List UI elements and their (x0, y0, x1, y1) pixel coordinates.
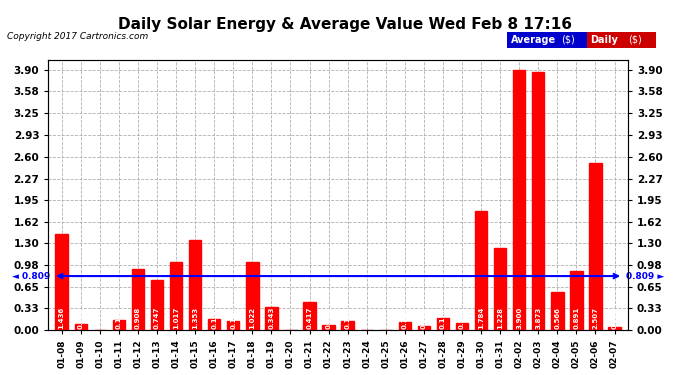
Text: 0.891: 0.891 (573, 307, 580, 329)
Bar (208, 319, 220, 330)
Text: Daily: Daily (590, 35, 618, 45)
Text: 0.809 ►: 0.809 ► (626, 272, 664, 280)
Text: 1.017: 1.017 (173, 307, 179, 329)
Text: 0.566: 0.566 (554, 308, 560, 329)
Bar (132, 270, 144, 330)
Text: 0.908: 0.908 (135, 307, 141, 329)
Bar (304, 302, 316, 330)
Bar (570, 271, 582, 330)
Text: 0.142: 0.142 (230, 307, 236, 329)
Bar (189, 240, 201, 330)
Bar (342, 321, 354, 330)
Text: 1.784: 1.784 (478, 307, 484, 329)
Bar (456, 323, 469, 330)
Bar (227, 321, 239, 330)
Bar (170, 262, 182, 330)
Text: 0.747: 0.747 (154, 307, 160, 329)
Bar (399, 322, 411, 330)
Text: 0.105: 0.105 (459, 307, 465, 329)
Text: ($): ($) (628, 35, 642, 45)
Text: 0.135: 0.135 (344, 307, 351, 329)
Bar (151, 280, 163, 330)
Bar (609, 327, 621, 330)
Text: 0.343: 0.343 (268, 307, 275, 329)
Text: Daily Solar Energy & Average Value Wed Feb 8 17:16: Daily Solar Energy & Average Value Wed F… (118, 17, 572, 32)
Text: 0.177: 0.177 (440, 307, 446, 329)
Text: 0.058: 0.058 (421, 307, 427, 329)
Text: Average: Average (511, 35, 556, 45)
Text: 0.068: 0.068 (326, 307, 332, 329)
Text: 2.507: 2.507 (593, 308, 598, 329)
Bar (55, 234, 68, 330)
Text: 1.436: 1.436 (59, 307, 65, 329)
Text: 1.022: 1.022 (249, 308, 255, 329)
Text: Copyright 2017 Cartronics.com: Copyright 2017 Cartronics.com (7, 32, 148, 41)
Bar (112, 320, 125, 330)
Bar (265, 307, 277, 330)
Bar (322, 326, 335, 330)
Bar (589, 163, 602, 330)
Text: 0.151: 0.151 (116, 307, 122, 329)
Bar (417, 326, 430, 330)
Bar (475, 211, 487, 330)
Text: 0.168: 0.168 (211, 307, 217, 329)
Text: 3.900: 3.900 (516, 307, 522, 329)
Bar (437, 318, 449, 330)
Bar (75, 324, 87, 330)
Bar (551, 292, 564, 330)
Text: ◄ 0.809: ◄ 0.809 (12, 272, 50, 280)
Text: 0.417: 0.417 (306, 307, 313, 329)
Text: ($): ($) (561, 35, 575, 45)
Text: 1.228: 1.228 (497, 308, 503, 329)
Bar (532, 72, 544, 330)
Text: 3.873: 3.873 (535, 307, 541, 329)
Text: 0.051: 0.051 (611, 307, 618, 329)
Text: 0.095: 0.095 (78, 307, 83, 329)
Bar (513, 70, 525, 330)
Text: 0.116: 0.116 (402, 307, 408, 329)
Bar (246, 262, 259, 330)
Bar (494, 248, 506, 330)
Text: 1.353: 1.353 (192, 307, 198, 329)
